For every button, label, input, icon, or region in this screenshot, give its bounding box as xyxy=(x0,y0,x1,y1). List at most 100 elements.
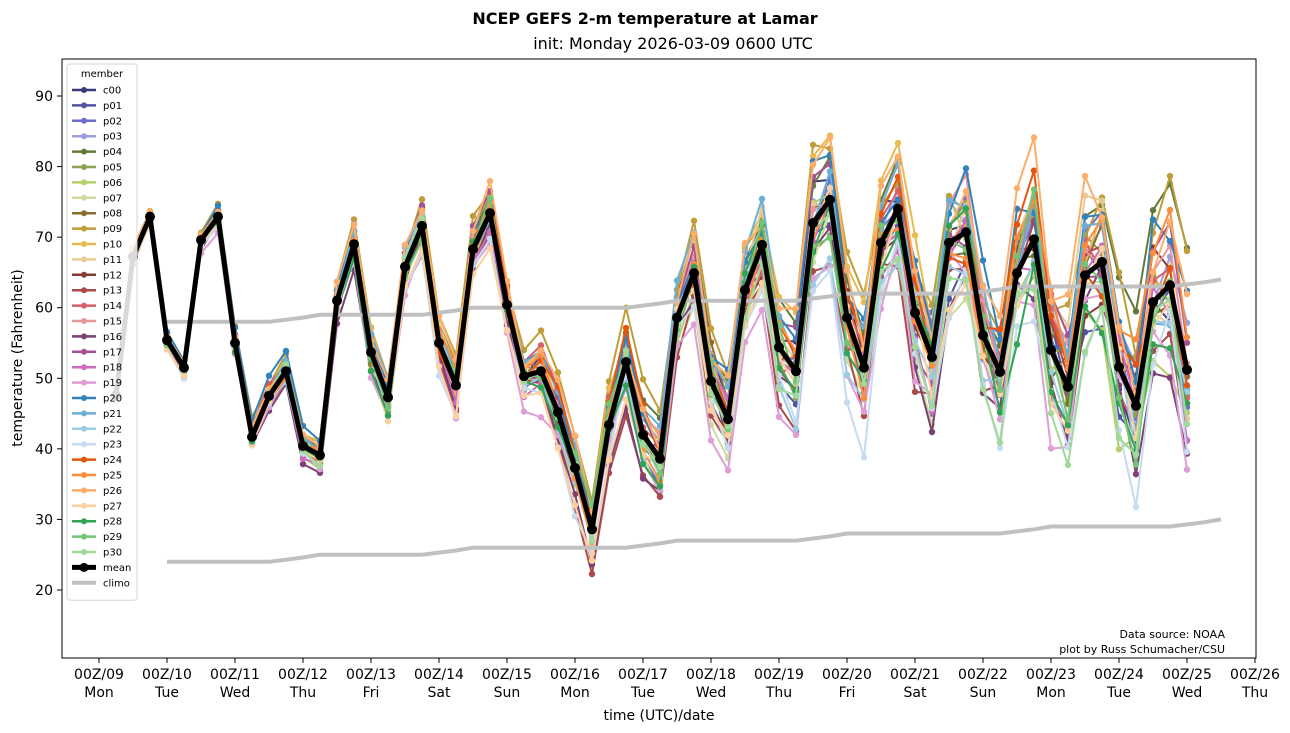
member-lines xyxy=(112,132,1191,578)
mean-point xyxy=(264,390,274,401)
legend-label: p24 xyxy=(103,455,122,466)
legend-item-p20: p20 xyxy=(72,394,122,405)
member-point xyxy=(928,301,936,309)
legend-item-p30: p30 xyxy=(72,548,122,559)
mean-point xyxy=(145,211,155,222)
y-tick-label: 50 xyxy=(35,371,53,387)
legend-label: p05 xyxy=(103,163,122,174)
member-point xyxy=(860,454,868,461)
member-point xyxy=(741,270,749,277)
mean-point xyxy=(162,335,172,346)
member-point xyxy=(1149,249,1157,257)
member-point xyxy=(1183,247,1191,255)
x-tick-label-time: 00Z/18 xyxy=(686,667,736,683)
x-tick-label-day: Tue xyxy=(1106,685,1131,701)
mean-point xyxy=(349,239,359,250)
member-point xyxy=(1183,388,1191,395)
mean-point xyxy=(485,208,495,219)
legend-label: p20 xyxy=(103,394,122,405)
x-tick-label-day: Sun xyxy=(970,685,997,701)
mean-point xyxy=(604,419,614,430)
mean-point xyxy=(1097,256,1107,267)
legend-label: p22 xyxy=(103,424,122,435)
member-point xyxy=(945,306,953,313)
member-point xyxy=(1081,242,1089,249)
member-point xyxy=(299,455,307,462)
member-point xyxy=(316,462,324,470)
x-tick-label-time: 00Z/15 xyxy=(482,667,532,683)
member-point xyxy=(911,343,919,351)
legend-marker xyxy=(79,562,89,572)
x-tick-label-day: Sat xyxy=(428,685,451,701)
legend-item-p26: p26 xyxy=(72,486,122,497)
x-tick-label-day: Tue xyxy=(630,685,655,701)
legend-item-p08: p08 xyxy=(72,209,122,220)
legend-label: p03 xyxy=(103,132,122,143)
member-point xyxy=(792,304,800,312)
member-point xyxy=(1132,470,1140,478)
member-point xyxy=(724,423,732,430)
legend-label: p17 xyxy=(103,347,122,358)
member-point xyxy=(775,385,783,393)
climo-line-low xyxy=(167,517,1222,564)
legend-label: p25 xyxy=(103,471,122,482)
y-tick-label: 60 xyxy=(35,301,53,317)
member-point xyxy=(690,230,698,237)
legend-item-p24: p24 xyxy=(72,455,122,466)
member-point xyxy=(724,444,732,452)
legend-marker xyxy=(81,194,87,201)
member-point xyxy=(588,557,596,564)
member-point xyxy=(1064,416,1072,423)
member-point xyxy=(1183,339,1191,346)
mean-point xyxy=(570,462,580,473)
member-point xyxy=(486,177,494,185)
member-point xyxy=(639,376,647,383)
legend-marker xyxy=(81,502,87,509)
member-point xyxy=(1064,422,1072,429)
member-point xyxy=(928,362,936,369)
member-point xyxy=(282,347,290,355)
member-point xyxy=(656,463,664,471)
legend-label: p10 xyxy=(103,240,122,251)
member-point xyxy=(741,239,749,247)
member-point xyxy=(605,400,613,407)
member-point xyxy=(843,339,851,346)
member-point xyxy=(571,491,579,498)
member-point xyxy=(979,296,987,304)
member-point xyxy=(1183,466,1191,473)
mean-point xyxy=(910,307,920,318)
x-tick-label-time: 00Z/14 xyxy=(414,667,464,683)
legend-marker xyxy=(81,456,87,463)
member-point xyxy=(1183,334,1191,341)
member-point xyxy=(265,372,273,379)
member-point xyxy=(860,408,868,415)
member-point xyxy=(843,399,851,406)
member-point xyxy=(996,439,1004,446)
mean-point xyxy=(978,330,988,341)
mean-point xyxy=(808,218,818,229)
member-point xyxy=(894,196,902,203)
member-point xyxy=(996,386,1004,393)
member-point xyxy=(622,382,630,389)
member-point xyxy=(809,141,817,148)
member-point xyxy=(758,218,766,226)
member-point xyxy=(656,493,664,500)
mean-point xyxy=(502,299,512,310)
member-point xyxy=(707,407,715,414)
legend-item-p17: p17 xyxy=(72,347,122,358)
x-tick-label-time: 00Z/09 xyxy=(74,667,124,683)
mean-point xyxy=(587,524,597,535)
member-point xyxy=(1098,214,1106,221)
legend-marker xyxy=(81,87,87,93)
member-point xyxy=(707,390,715,397)
member-point xyxy=(1064,291,1072,298)
member-point xyxy=(384,405,392,412)
legend-item-p27: p27 xyxy=(72,501,122,512)
legend-item-mean: mean xyxy=(72,562,131,574)
mean-point xyxy=(842,312,852,323)
member-point xyxy=(571,501,579,509)
member-point xyxy=(962,188,970,195)
legend-title: member xyxy=(81,69,124,80)
member-point xyxy=(1115,323,1123,331)
